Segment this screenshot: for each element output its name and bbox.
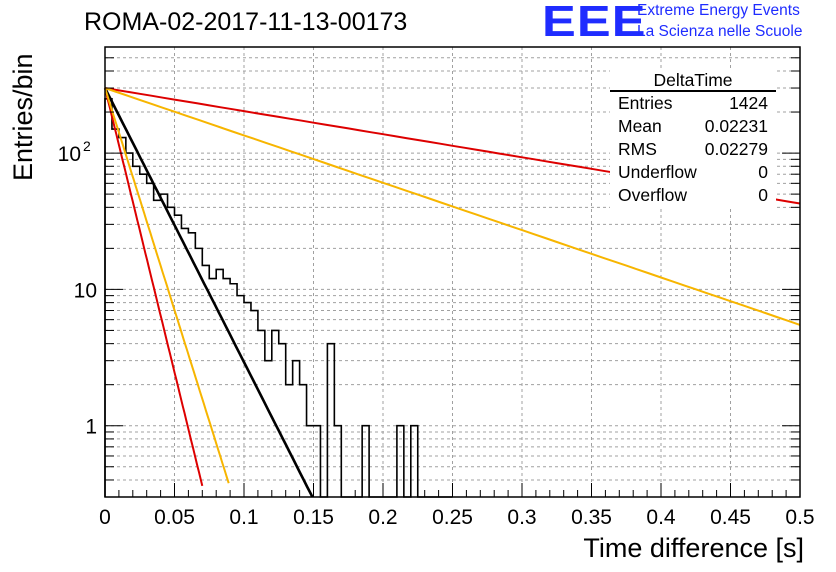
x-tick-label: 0.5 bbox=[785, 506, 814, 529]
y-tick-label: 1 bbox=[85, 416, 97, 439]
logo-line-2: La Scienza nelle Scuole bbox=[637, 23, 803, 40]
eee-logo: EEE bbox=[542, 0, 647, 46]
stats-label: RMS bbox=[618, 139, 657, 159]
stats-label: Underflow bbox=[618, 162, 697, 182]
x-tick-label: 0.3 bbox=[507, 506, 536, 529]
axis-ticks bbox=[104, 46, 801, 498]
y-axis-label: Entries/bin bbox=[8, 53, 38, 181]
fit-line bbox=[104, 87, 204, 487]
x-tick-label: 0.1 bbox=[229, 506, 258, 529]
x-tick-label: 0.35 bbox=[571, 506, 612, 529]
stats-box: DeltaTime Entries 1424 Mean 0.02231 RMS … bbox=[610, 68, 776, 208]
stats-value: 1424 bbox=[729, 93, 768, 113]
stats-value: 0.02231 bbox=[704, 116, 768, 136]
fit-lines bbox=[103, 87, 801, 498]
y-tick-label: 10 bbox=[58, 143, 81, 166]
axis-tick-labels: 0 0.05 0.1 0.15 0.2 0.25 0.3 0.35 0.4 0.45 0.5 1 10 1… bbox=[58, 138, 815, 529]
stats-row-overflow: Overflow 0 bbox=[618, 185, 768, 207]
x-tick-label: 0.15 bbox=[293, 506, 334, 529]
stats-row-entries: Entries 1424 bbox=[618, 93, 768, 115]
x-tick-label: 0.05 bbox=[154, 506, 195, 529]
stats-label: Entries bbox=[618, 93, 673, 113]
stats-row-underflow: Underflow 0 bbox=[618, 162, 768, 184]
fit-line bbox=[103, 87, 314, 498]
stats-title: DeltaTime bbox=[653, 70, 733, 90]
stats-value: 0.02279 bbox=[704, 139, 768, 159]
x-tick-label: 0.4 bbox=[646, 506, 676, 529]
stats-label: Mean bbox=[618, 116, 662, 136]
logo-line-1: Extreme Energy Events bbox=[637, 2, 800, 19]
y-tick-label: 10 bbox=[74, 279, 97, 302]
stats-label: Overflow bbox=[618, 185, 688, 205]
fit-line bbox=[104, 87, 801, 326]
x-tick-label: 0 bbox=[99, 506, 111, 529]
run-title: ROMA-02-2017-11-13-00173 bbox=[84, 8, 408, 36]
x-tick-label: 0.45 bbox=[710, 506, 751, 529]
stats-row-mean: Mean 0.02231 bbox=[618, 116, 768, 138]
stats-divider bbox=[610, 90, 776, 92]
x-tick-label: 0.2 bbox=[368, 506, 397, 529]
stats-value: 0 bbox=[758, 162, 768, 182]
x-axis-label: Time difference [s] bbox=[583, 533, 804, 563]
y-tick-label-exponent: 2 bbox=[83, 138, 91, 154]
fit-line bbox=[104, 87, 230, 484]
x-tick-label: 0.25 bbox=[432, 506, 473, 529]
stats-row-rms: RMS 0.02279 bbox=[618, 139, 768, 161]
stats-value: 0 bbox=[758, 185, 768, 205]
